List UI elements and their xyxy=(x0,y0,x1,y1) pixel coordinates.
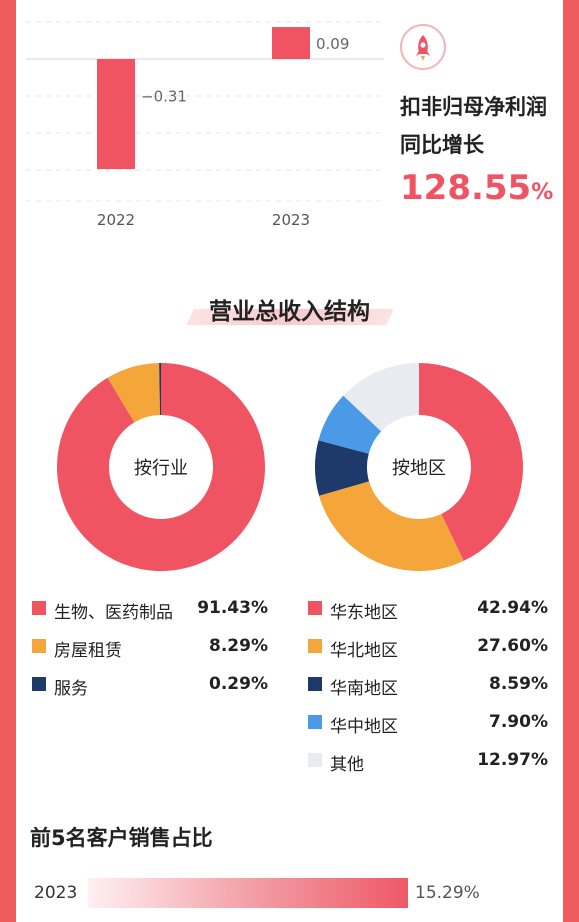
legend-label: 华南地区 xyxy=(330,679,398,699)
chart-labels: −0.31 2022 0.09 2023 xyxy=(97,35,350,229)
region-donut-chart: 按地区 xyxy=(315,363,523,571)
legend-swatch xyxy=(308,753,322,767)
metric-title-line1: 扣非归母净利润 xyxy=(400,95,547,119)
legend-label: 其他 xyxy=(330,755,364,775)
slice-其他 xyxy=(343,363,419,432)
legend-value: 42.94% xyxy=(477,598,548,618)
legend-swatch xyxy=(32,639,46,653)
metric-value-unit: % xyxy=(531,180,554,205)
bar-value-label: 0.09 xyxy=(316,35,349,53)
donut-slices xyxy=(315,363,523,571)
donut-center-label: 按地区 xyxy=(392,458,446,479)
legend-label: 房屋租赁 xyxy=(54,641,122,661)
legend-swatch xyxy=(308,601,322,615)
bar-2022 xyxy=(97,59,135,170)
section-heading: 营业总收入结构 xyxy=(0,292,579,326)
slice-房屋租赁 xyxy=(107,363,161,423)
legend-swatch xyxy=(308,677,322,691)
slice-华东地区 xyxy=(419,363,523,561)
legend-item: 房屋租赁 8.29% xyxy=(32,636,268,674)
legend-label: 服务 xyxy=(54,679,88,699)
donut-center-label: 按行业 xyxy=(134,458,188,479)
x-tick-label: 2022 xyxy=(97,211,135,229)
rocket-icon xyxy=(400,24,446,70)
metric-value-number: 128.55 xyxy=(400,168,532,208)
metric-title: 扣非归母净利润 同比增长 xyxy=(400,88,570,164)
legend-value: 0.29% xyxy=(209,674,268,694)
customers-bar xyxy=(88,878,408,908)
legend-swatch xyxy=(32,601,46,615)
slice-华北地区 xyxy=(319,481,464,571)
legend-item: 其他 12.97% xyxy=(308,750,548,788)
customers-bar-track xyxy=(88,878,408,908)
legend-item: 生物、医药制品 91.43% xyxy=(32,598,268,636)
metric-title-line2: 同比增长 xyxy=(400,133,484,157)
industry-donut-chart: 按行业 xyxy=(56,363,265,571)
slice-华南地区 xyxy=(315,440,370,496)
customers-title: 前5名客户销售占比 xyxy=(30,826,213,850)
metric-value: 128.55% xyxy=(400,168,553,208)
legend-label: 生物、医药制品 xyxy=(54,603,173,623)
customers-year: 2023 xyxy=(34,883,78,903)
legend-item: 华北地区 27.60% xyxy=(308,636,548,674)
legend-label: 华北地区 xyxy=(330,641,398,661)
x-tick-label: 2023 xyxy=(272,211,310,229)
left-border xyxy=(0,0,16,922)
legend-value: 91.43% xyxy=(197,598,268,618)
donut-slices xyxy=(56,363,265,571)
section-title: 营业总收入结构 xyxy=(209,299,370,325)
industry-legend: 生物、医药制品 91.43% 房屋租赁 8.29% 服务 0.29% xyxy=(32,598,268,712)
bar-value-label: −0.31 xyxy=(141,88,187,106)
legend-swatch xyxy=(308,639,322,653)
legend-label: 华中地区 xyxy=(330,717,398,737)
chart-bars xyxy=(97,27,310,170)
legend-item: 华中地区 7.90% xyxy=(308,712,548,750)
legend-value: 12.97% xyxy=(477,750,548,770)
net-profit-bar-chart: −0.31 2022 0.09 2023 xyxy=(26,21,384,229)
chart-gridlines xyxy=(26,21,384,202)
legend-value: 7.90% xyxy=(489,712,548,732)
slice-华中地区 xyxy=(318,395,382,454)
customers-value: 15.29% xyxy=(415,883,480,903)
legend-value: 27.60% xyxy=(477,636,548,656)
slice-服务 xyxy=(159,363,161,416)
legend-swatch xyxy=(308,715,322,729)
legend-label: 华东地区 xyxy=(330,603,398,623)
legend-value: 8.29% xyxy=(209,636,268,656)
legend-swatch xyxy=(32,677,46,691)
legend-item: 华南地区 8.59% xyxy=(308,674,548,712)
slice-生物、医药制品 xyxy=(56,363,265,571)
region-legend: 华东地区 42.94% 华北地区 27.60% 华南地区 8.59% 华中地区 7.90% 其他… xyxy=(308,598,548,788)
legend-item: 服务 0.29% xyxy=(32,674,268,712)
right-border xyxy=(563,0,579,922)
bar-2023 xyxy=(272,27,310,59)
legend-value: 8.59% xyxy=(489,674,548,694)
legend-item: 华东地区 42.94% xyxy=(308,598,548,636)
